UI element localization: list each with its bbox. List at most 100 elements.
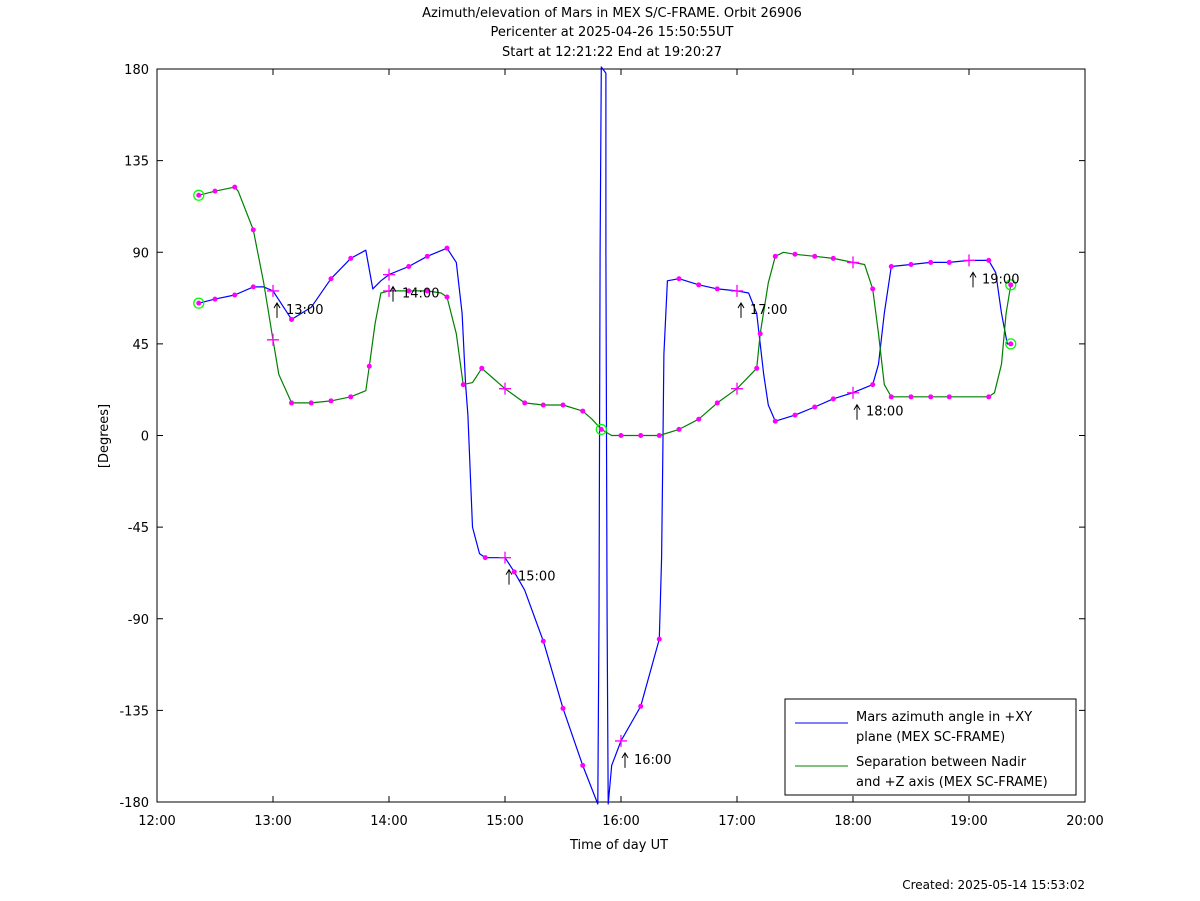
azimuth-data-marker: [560, 705, 566, 711]
legend-label-azimuth-line2: plane (MEX SC-FRAME): [856, 730, 1005, 745]
azimuth-data-marker: [540, 638, 546, 644]
time-annotations: 13:00 14:00 15:00 16:00 17:00 18:00 19:00: [273, 271, 1019, 768]
azimuth-data-marker: [830, 396, 836, 402]
azimuth-series-line: [198, 66, 1011, 805]
azimuth-data-marker: [986, 257, 992, 263]
hour-annotation-arrow: [853, 403, 861, 420]
separation-endpoint-marker: [193, 189, 205, 201]
separation-data-marker: [638, 433, 644, 438]
separation-data-marker: [888, 394, 894, 400]
separation-hour-cross-marker: [731, 382, 743, 395]
y-tick-label: -135: [119, 704, 149, 719]
azimuth-endpoint-dot: [196, 300, 202, 306]
x-tick-label: 15:00: [486, 814, 523, 829]
separation-data-marker: [424, 288, 430, 294]
legend-label-separation-line1: Separation between Nadir: [856, 755, 1027, 770]
azimuth-data-marker: [406, 264, 412, 270]
azimuth-hour-cross-marker: [847, 386, 859, 399]
hour-annotation-arrow: [621, 751, 629, 768]
chart-title-line3: Start at 12:21:22 End at 19:20:27: [502, 45, 722, 60]
y-tick-label: 0: [141, 430, 149, 445]
separation-data-marker: [560, 402, 566, 408]
legend-label-separation-line2: and +Z axis (MEX SC-FRAME): [856, 775, 1048, 790]
separation-data-marker: [308, 400, 314, 406]
y-axis-label: [Degrees]: [97, 404, 112, 468]
y-tick-label: 90: [132, 246, 149, 261]
hour-annotation-label: 17:00: [750, 303, 787, 318]
separation-data-marker: [757, 331, 763, 337]
azimuth-data-marker: [250, 284, 256, 290]
azimuth-data-marker: [511, 569, 517, 575]
hour-annotation-arrow: [389, 285, 397, 302]
x-tick-label: 13:00: [254, 814, 291, 829]
separation-hour-cross-marker: [499, 382, 511, 395]
separation-hour-cross-marker: [267, 333, 279, 346]
separation-data-marker: [676, 426, 682, 432]
azimuth-hour-cross-marker: [499, 551, 511, 564]
separation-data-marker: [580, 408, 586, 414]
azimuth-endpoint-marker: [193, 297, 205, 309]
separation-data-marker: [656, 433, 662, 438]
azimuth-endpoint-dot: [1008, 341, 1014, 347]
x-axis-label: Time of day UT: [569, 838, 668, 853]
chart-title-line2: Pericenter at 2025-04-26 15:50:55UT: [490, 25, 733, 40]
x-tick-label: 18:00: [834, 814, 871, 829]
series-lines: [198, 66, 1012, 805]
x-tick-label: 19:00: [950, 814, 987, 829]
chart-title-line1: Azimuth/elevation of Mars in MEX S/C-FRA…: [422, 6, 802, 21]
separation-data-marker: [986, 394, 992, 400]
created-timestamp: Created: 2025-05-14 15:53:02: [902, 878, 1085, 892]
azimuth-hour-cross-marker: [731, 284, 743, 297]
hour-annotation-label: 19:00: [982, 272, 1019, 287]
separation-endpoint-dot: [196, 192, 202, 198]
azimuth-data-marker: [772, 418, 778, 424]
azimuth-data-marker: [232, 292, 238, 298]
separation-endpoint-marker: [1005, 279, 1017, 291]
azimuth-data-marker: [580, 762, 586, 768]
azimuth-data-marker: [328, 276, 334, 282]
separation-data-marker: [540, 402, 546, 408]
separation-data-marker: [232, 184, 238, 190]
azimuth-data-marker: [888, 264, 894, 270]
hour-annotation-arrow: [737, 301, 745, 318]
separation-data-marker: [870, 286, 876, 292]
separation-data-marker: [250, 227, 256, 233]
azimuth-data-marker: [656, 636, 662, 642]
separation-data-marker: [946, 394, 952, 400]
azimuth-data-marker: [444, 245, 450, 251]
azimuth-data-marker: [870, 382, 876, 388]
separation-endpoint-marker: [595, 423, 607, 436]
azimuth-data-marker: [812, 404, 818, 410]
x-tick-label: 16:00: [602, 814, 639, 829]
hour-annotation-label: 16:00: [634, 753, 671, 768]
azimuth-data-marker: [714, 286, 720, 292]
separation-series-line: [198, 186, 1012, 437]
separation-hour-cross-marker: [847, 256, 859, 269]
azimuth-hour-cross-marker: [383, 268, 395, 281]
separation-data-marker: [714, 400, 720, 406]
x-tick-label: 17:00: [718, 814, 755, 829]
separation-endpoint-dot: [598, 426, 604, 432]
separation-data-marker: [406, 288, 412, 294]
azimuth-data-marker: [638, 703, 644, 709]
separation-data-marker: [908, 394, 914, 400]
legend-label-azimuth-line1: Mars azimuth angle in +XY: [856, 710, 1032, 725]
y-tick-label: 180: [124, 63, 149, 78]
azimuth-endpoint-marker: [1005, 338, 1017, 350]
separation-data-marker: [328, 398, 334, 404]
y-tick-label: -45: [128, 521, 149, 536]
azimuth-data-marker: [482, 555, 488, 561]
hour-annotation-arrow: [505, 568, 513, 585]
hour-annotation-label: 15:00: [518, 570, 555, 585]
separation-data-marker: [792, 251, 798, 257]
legend-box: [784, 698, 1077, 796]
separation-data-marker: [522, 400, 528, 406]
separation-data-marker: [444, 294, 450, 300]
y-tick-label: -180: [119, 796, 149, 811]
separation-data-marker: [460, 382, 466, 388]
azimuth-data-marker: [348, 255, 354, 261]
separation-data-marker: [772, 253, 778, 259]
azimuth-hour-cross-marker: [267, 284, 279, 297]
azimuth-hour-cross-marker: [963, 254, 975, 267]
